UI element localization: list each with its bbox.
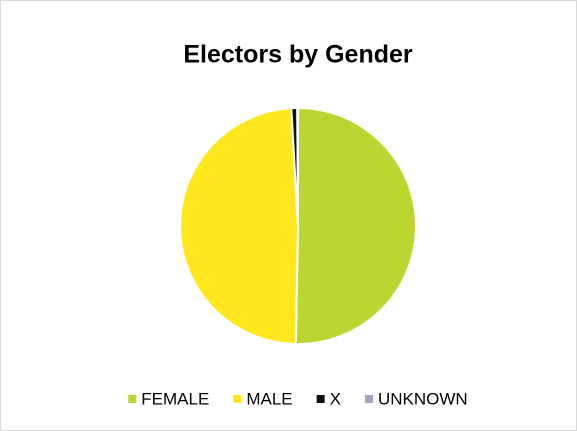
legend-label: FEMALE [141,389,209,408]
chart-title: Electors by Gender [183,41,413,69]
legend-label: MALE [246,389,292,408]
legend-swatch [128,395,137,403]
pie-slice [179,107,300,345]
legend-swatch [316,395,325,403]
pie-slice [296,106,299,227]
legend-swatch [233,395,242,403]
pie-slice [294,106,417,345]
legend-swatch [364,395,373,403]
legend-label: X [330,389,341,408]
legend-label: UNKNOWN [378,389,468,408]
